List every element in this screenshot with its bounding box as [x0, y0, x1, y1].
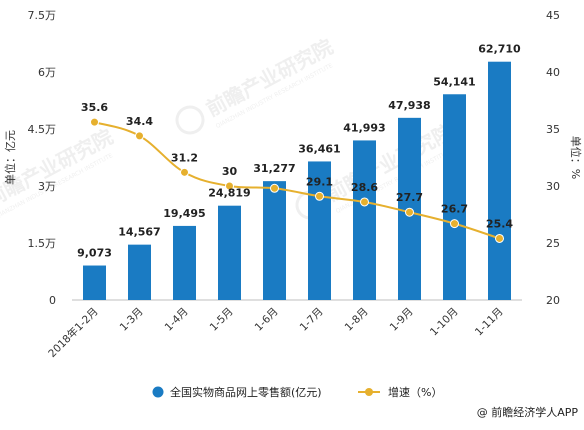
x-tick-label: 1-10月 — [428, 306, 461, 339]
x-tick-label: 1-7月 — [298, 306, 326, 334]
y-left-axis-title: 单位：亿元 — [3, 130, 17, 185]
bar — [173, 225, 196, 300]
y-right-tick-label: 35 — [546, 123, 560, 136]
y-left-tick-label: 1.5万 — [28, 237, 57, 250]
x-tick-label: 1-9月 — [388, 306, 416, 334]
bar-value-label: 54,141 — [433, 75, 475, 88]
x-tick-label: 2018年1-2月 — [46, 305, 101, 360]
data-labels: 9,073 14,56719,49524,81931,27736,46141,99… — [77, 43, 521, 260]
growth-value-label: 35.6 — [81, 101, 108, 114]
growth-point — [270, 183, 279, 193]
y-left-tick-label: 4.5万 — [28, 123, 57, 136]
bar — [218, 205, 241, 300]
watermark-logo-icon — [175, 105, 205, 135]
legend-bar-label: 全国实物商品网上零售额(亿元) — [170, 385, 322, 399]
y-left-tick-label: 0 — [49, 294, 56, 307]
growth-value-label: 27.7 — [396, 191, 423, 204]
bar-value-label: 62,710 — [478, 43, 521, 56]
growth-point — [495, 233, 504, 243]
growth-point — [225, 181, 234, 191]
bar-value-label: 19,495 — [163, 207, 205, 220]
bar-value-label: 24,819 — [208, 187, 250, 200]
growth-value-label: 29.1 — [306, 175, 333, 188]
legend-line-dot — [365, 388, 373, 396]
growth-value-label: 31.2 — [171, 151, 198, 164]
watermark-text: 前瞻产业研究院 — [322, 119, 457, 206]
bar-value-label: 41,993 — [343, 121, 385, 134]
growth-line — [94, 121, 500, 240]
bar-series — [83, 61, 511, 301]
x-tick-label: 1-11月 — [473, 306, 506, 339]
growth-value-label: 25.4 — [486, 217, 513, 230]
x-tick-label: 1-6月 — [253, 306, 281, 334]
line-series — [90, 117, 504, 243]
bar-value-label: 31,277 — [253, 162, 295, 175]
bar — [488, 61, 511, 301]
growth-point — [135, 131, 144, 141]
growth-value-label: 34.4 — [126, 115, 153, 128]
x-tick-label: 1-8月 — [343, 306, 371, 334]
growth-value-label: 30 — [222, 165, 238, 178]
y-left-tick-label: 7.5万 — [28, 9, 57, 22]
y-left-tick-label: 6万 — [38, 66, 56, 79]
y-right-tick-label: 20 — [546, 294, 560, 307]
source-credit: @ 前瞻经济学人APP — [477, 405, 579, 419]
x-tick-label: 1-4月 — [163, 306, 191, 334]
growth-point — [405, 207, 414, 217]
x-tick-label: 1-5月 — [208, 306, 236, 334]
bar — [443, 94, 466, 301]
x-tick-label: 1-3月 — [118, 306, 146, 334]
bar — [263, 181, 286, 300]
watermark-text: 前瞻产业研究院 — [0, 124, 117, 211]
bar-value-label: 14,567 — [118, 226, 160, 239]
watermark-text: 前瞻产业研究院 — [202, 34, 337, 121]
bar — [83, 265, 106, 300]
bar — [353, 140, 376, 300]
bar-value-label: 36,461 — [298, 142, 340, 155]
growth-point — [360, 197, 369, 207]
bar-value-label: 9,073 — [77, 247, 112, 260]
y-right-tick-label: 40 — [546, 66, 560, 79]
growth-point — [450, 219, 459, 229]
growth-value-label: 26.7 — [441, 203, 468, 216]
growth-point — [180, 167, 189, 177]
growth-point — [315, 191, 324, 201]
growth-point — [90, 117, 99, 127]
bar — [128, 244, 151, 300]
bar-value-label: 47,938 — [388, 99, 430, 112]
y-right-tick-label: 30 — [546, 180, 560, 193]
growth-value-label: 28.6 — [351, 181, 378, 194]
y-right-axis-title: 单位：% — [569, 136, 583, 179]
y-left-tick-label: 3万 — [38, 180, 56, 193]
legend: 全国实物商品网上零售额(亿元) 增速（%） — [152, 385, 442, 399]
legend-bar-marker — [152, 386, 164, 398]
legend-line-label: 增速（%） — [388, 385, 442, 399]
y-right-tick-label: 25 — [546, 237, 560, 250]
y-right-tick-label: 45 — [546, 9, 560, 22]
